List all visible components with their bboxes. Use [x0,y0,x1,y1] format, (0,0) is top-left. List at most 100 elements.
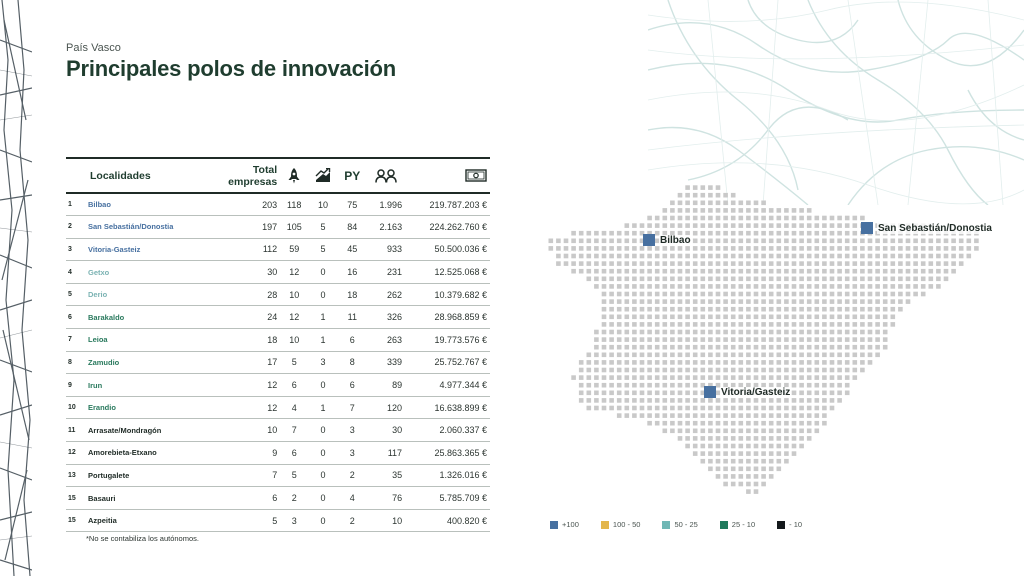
legend-label: +100 [562,520,579,529]
map-dot [715,223,721,228]
map-dot [852,261,858,266]
map-dot [624,238,630,244]
map-dot [768,360,774,365]
map-dot [730,276,736,282]
locality-cell: Leioa [88,335,108,345]
map-dot [753,268,759,274]
map-dot [616,329,622,335]
map-dot [670,382,675,388]
map-dot [670,299,675,304]
map-dot [723,284,728,289]
map-dot [708,420,713,426]
map-dot [768,436,774,441]
map-dot [814,223,820,228]
map-dot [632,230,637,236]
map-dot [700,306,706,312]
map-dot [730,375,736,380]
vitoria-label: Vitoria/Gasteiz [720,386,792,398]
map-dot [791,337,797,342]
map-dot [806,306,812,312]
growth-cell: 1 [320,312,326,323]
map-dot [746,314,751,320]
map-dot [776,208,782,213]
map-dot [753,481,759,487]
map-dot [768,443,774,449]
map-dot [753,489,759,494]
map-dot [791,405,797,411]
map-dot [594,398,599,403]
map-dot [738,215,744,221]
map-dot [806,261,812,266]
map-dot [753,474,759,479]
map-dot [616,405,622,411]
map-dot [761,360,766,365]
map-dot [601,299,607,304]
startups-cell: 6 [291,447,297,458]
map-dot [958,253,964,259]
map-dot [609,367,614,373]
map-dot [860,344,865,350]
map-dot [753,284,759,289]
map-dot [936,253,941,259]
table-row: 15 Basauri 6 2 0 4 76 5.785.709 € [66,487,490,510]
map-dot [784,458,789,464]
locality-cell: Barakaldo [88,312,125,322]
map-dot [723,481,728,487]
map-dot [654,398,660,403]
map-dot [692,443,698,449]
map-dot [586,230,592,236]
map-dot [609,398,614,403]
map-dot [768,223,774,228]
map-dot [692,230,698,236]
map-dot [662,291,668,297]
map-dot [708,200,713,206]
map-dot [814,215,820,221]
map-dot [609,360,614,365]
map-dot [768,314,774,320]
map-dot [791,253,797,259]
map-dot [753,420,759,426]
map-dot [639,253,645,259]
map-dot [738,466,744,472]
map-dot [715,208,721,213]
map-dot [730,474,736,479]
map-dot [761,337,766,342]
map-dot [624,413,630,418]
map-dot [700,253,706,259]
map-dot [829,337,835,342]
map-dot [692,451,698,456]
map-dot [708,291,713,297]
map-dot [913,253,918,259]
map-dot [632,253,637,259]
map-dot [647,398,652,403]
map-dot [677,352,683,358]
map-dot [829,375,835,380]
map-dot [738,352,744,358]
map-dot [784,246,789,251]
map-dot [890,284,896,289]
map-dot [768,268,774,274]
map-dot [692,398,698,403]
map-dot [662,390,668,396]
map-dot [852,337,858,342]
map-dot [928,246,934,251]
map-dot [761,276,766,282]
map-dot [806,268,812,274]
map-dot [571,238,576,244]
map-dot [708,223,713,228]
map-dot [700,352,706,358]
map-dot [761,238,766,244]
map-dot [814,367,820,373]
vitoria-marker-square [704,386,716,398]
map-dot [799,443,804,449]
people-cell: 1.996 [379,199,403,210]
map-dot [928,284,934,289]
py-cell: 16 [347,267,358,278]
map-dot [662,284,668,289]
map-dot [723,276,728,282]
map-dot [799,246,804,251]
map-dot [799,322,804,327]
map-dot [768,344,774,350]
map-dot [662,352,668,358]
map-dot [936,246,941,251]
